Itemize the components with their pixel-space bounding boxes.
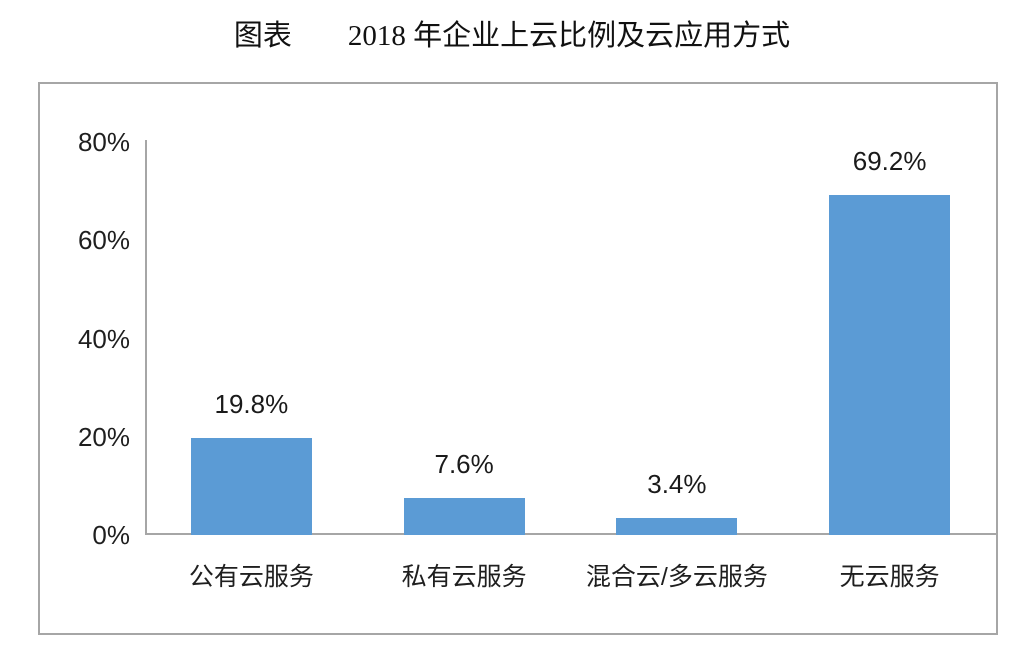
bar-混合云/多云服务: [616, 518, 738, 535]
category-label: 混合云/多云服务: [585, 563, 768, 591]
y-tick-label: 80%: [77, 127, 130, 157]
x-axis-line: [145, 533, 996, 535]
y-tick-label: 20%: [77, 421, 130, 452]
bar-私有云服务: [403, 497, 525, 535]
y-tick-label: 0%: [92, 520, 130, 550]
bar-无云服务: [829, 195, 951, 535]
data-label: 69.2%: [852, 146, 927, 177]
category-label: 私有云服务: [401, 563, 527, 591]
y-axis-line: [145, 140, 147, 535]
category-label: 公有云服务: [188, 563, 314, 591]
bar-公有云服务: [190, 437, 312, 535]
y-tick-label: 40%: [77, 323, 130, 354]
data-label: 19.8%: [214, 388, 289, 419]
data-label: 7.6%: [434, 448, 494, 479]
figure-title-prefix: 图表: [233, 20, 292, 52]
category-label: 无云服务: [839, 563, 940, 591]
figure-title: 图表 2018 年企业上云比例及云应用方式: [0, 12, 1024, 54]
y-tick-label: 60%: [77, 225, 130, 256]
chart-panel: 0% 20% 40% 60% 80% 19.8% 7.6% 3.4% 69.2% 公有云服务 私…: [38, 82, 998, 635]
data-label: 3.4%: [647, 469, 707, 500]
figure-title-text: 2018 年企业上云比例及云应用方式: [347, 20, 791, 52]
